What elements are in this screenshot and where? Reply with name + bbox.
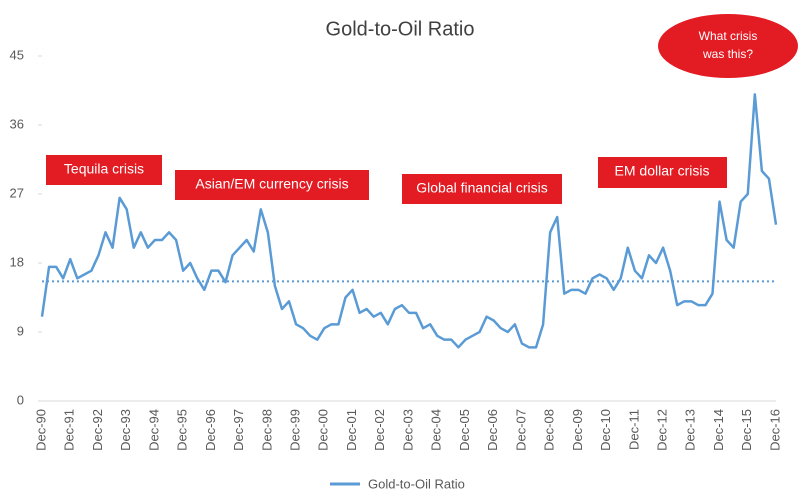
annotation: EM dollar crisis: [615, 163, 710, 179]
annotation-bubble: [658, 14, 798, 78]
chart-title: Gold-to-Oil Ratio: [326, 18, 475, 40]
annotation-box: [175, 170, 369, 200]
x-tick-label: Dec-96: [203, 409, 218, 451]
x-tick-label: Dec-09: [570, 409, 585, 451]
x-tick-label: Dec-10: [598, 409, 613, 451]
x-tick-label: Dec-08: [542, 409, 557, 451]
legend-label: Gold-to-Oil Ratio: [368, 476, 465, 491]
y-tick-label: 27: [10, 185, 24, 200]
annotation: Tequila crisis: [64, 161, 144, 177]
y-tick-label: 45: [10, 47, 24, 62]
y-tick-label: 0: [17, 392, 24, 407]
y-tick-label: 36: [10, 116, 24, 131]
x-tick-label: Dec-02: [372, 409, 387, 451]
x-tick-label: Dec-94: [146, 409, 161, 451]
annotation-box: [402, 174, 562, 204]
x-tick-label: Dec-92: [90, 409, 105, 451]
annotation: Asian/EM currency crisis: [195, 176, 348, 192]
x-tick-label: Dec-15: [739, 409, 754, 451]
x-tick-label: Dec-01: [344, 409, 359, 451]
annotation: was this?: [702, 47, 753, 61]
annotation-box: [598, 157, 727, 188]
x-tick-label: Dec-00: [316, 409, 331, 451]
x-tick-label: Dec-11: [626, 409, 641, 450]
x-tick-label: Dec-05: [457, 409, 472, 451]
x-tick-label: Dec-06: [485, 409, 500, 451]
x-tick-label: Dec-04: [429, 409, 444, 451]
x-tick-label: Dec-03: [400, 409, 415, 451]
x-tick-label: Dec-93: [118, 409, 133, 451]
y-tick-label: 9: [17, 323, 24, 338]
annotation: Global financial crisis: [416, 180, 548, 196]
x-tick-label: Dec-90: [33, 409, 48, 451]
x-tick-label: Dec-95: [175, 409, 190, 451]
series-line: [40, 93, 778, 349]
y-tick-label: 18: [10, 254, 24, 269]
x-tick-label: Dec-91: [62, 409, 77, 451]
x-tick-label: Dec-14: [711, 409, 726, 451]
x-tick-label: Dec-13: [683, 409, 698, 451]
x-tick-label: Dec-99: [288, 409, 303, 451]
x-tick-label: Dec-16: [767, 409, 782, 451]
x-tick-label: Dec-98: [259, 409, 274, 451]
annotation: What crisis: [699, 29, 758, 43]
x-tick-label: Dec-97: [231, 409, 246, 451]
x-tick-label: Dec-12: [655, 409, 670, 451]
annotation-box: [46, 155, 162, 185]
x-tick-label: Dec-07: [513, 409, 528, 451]
